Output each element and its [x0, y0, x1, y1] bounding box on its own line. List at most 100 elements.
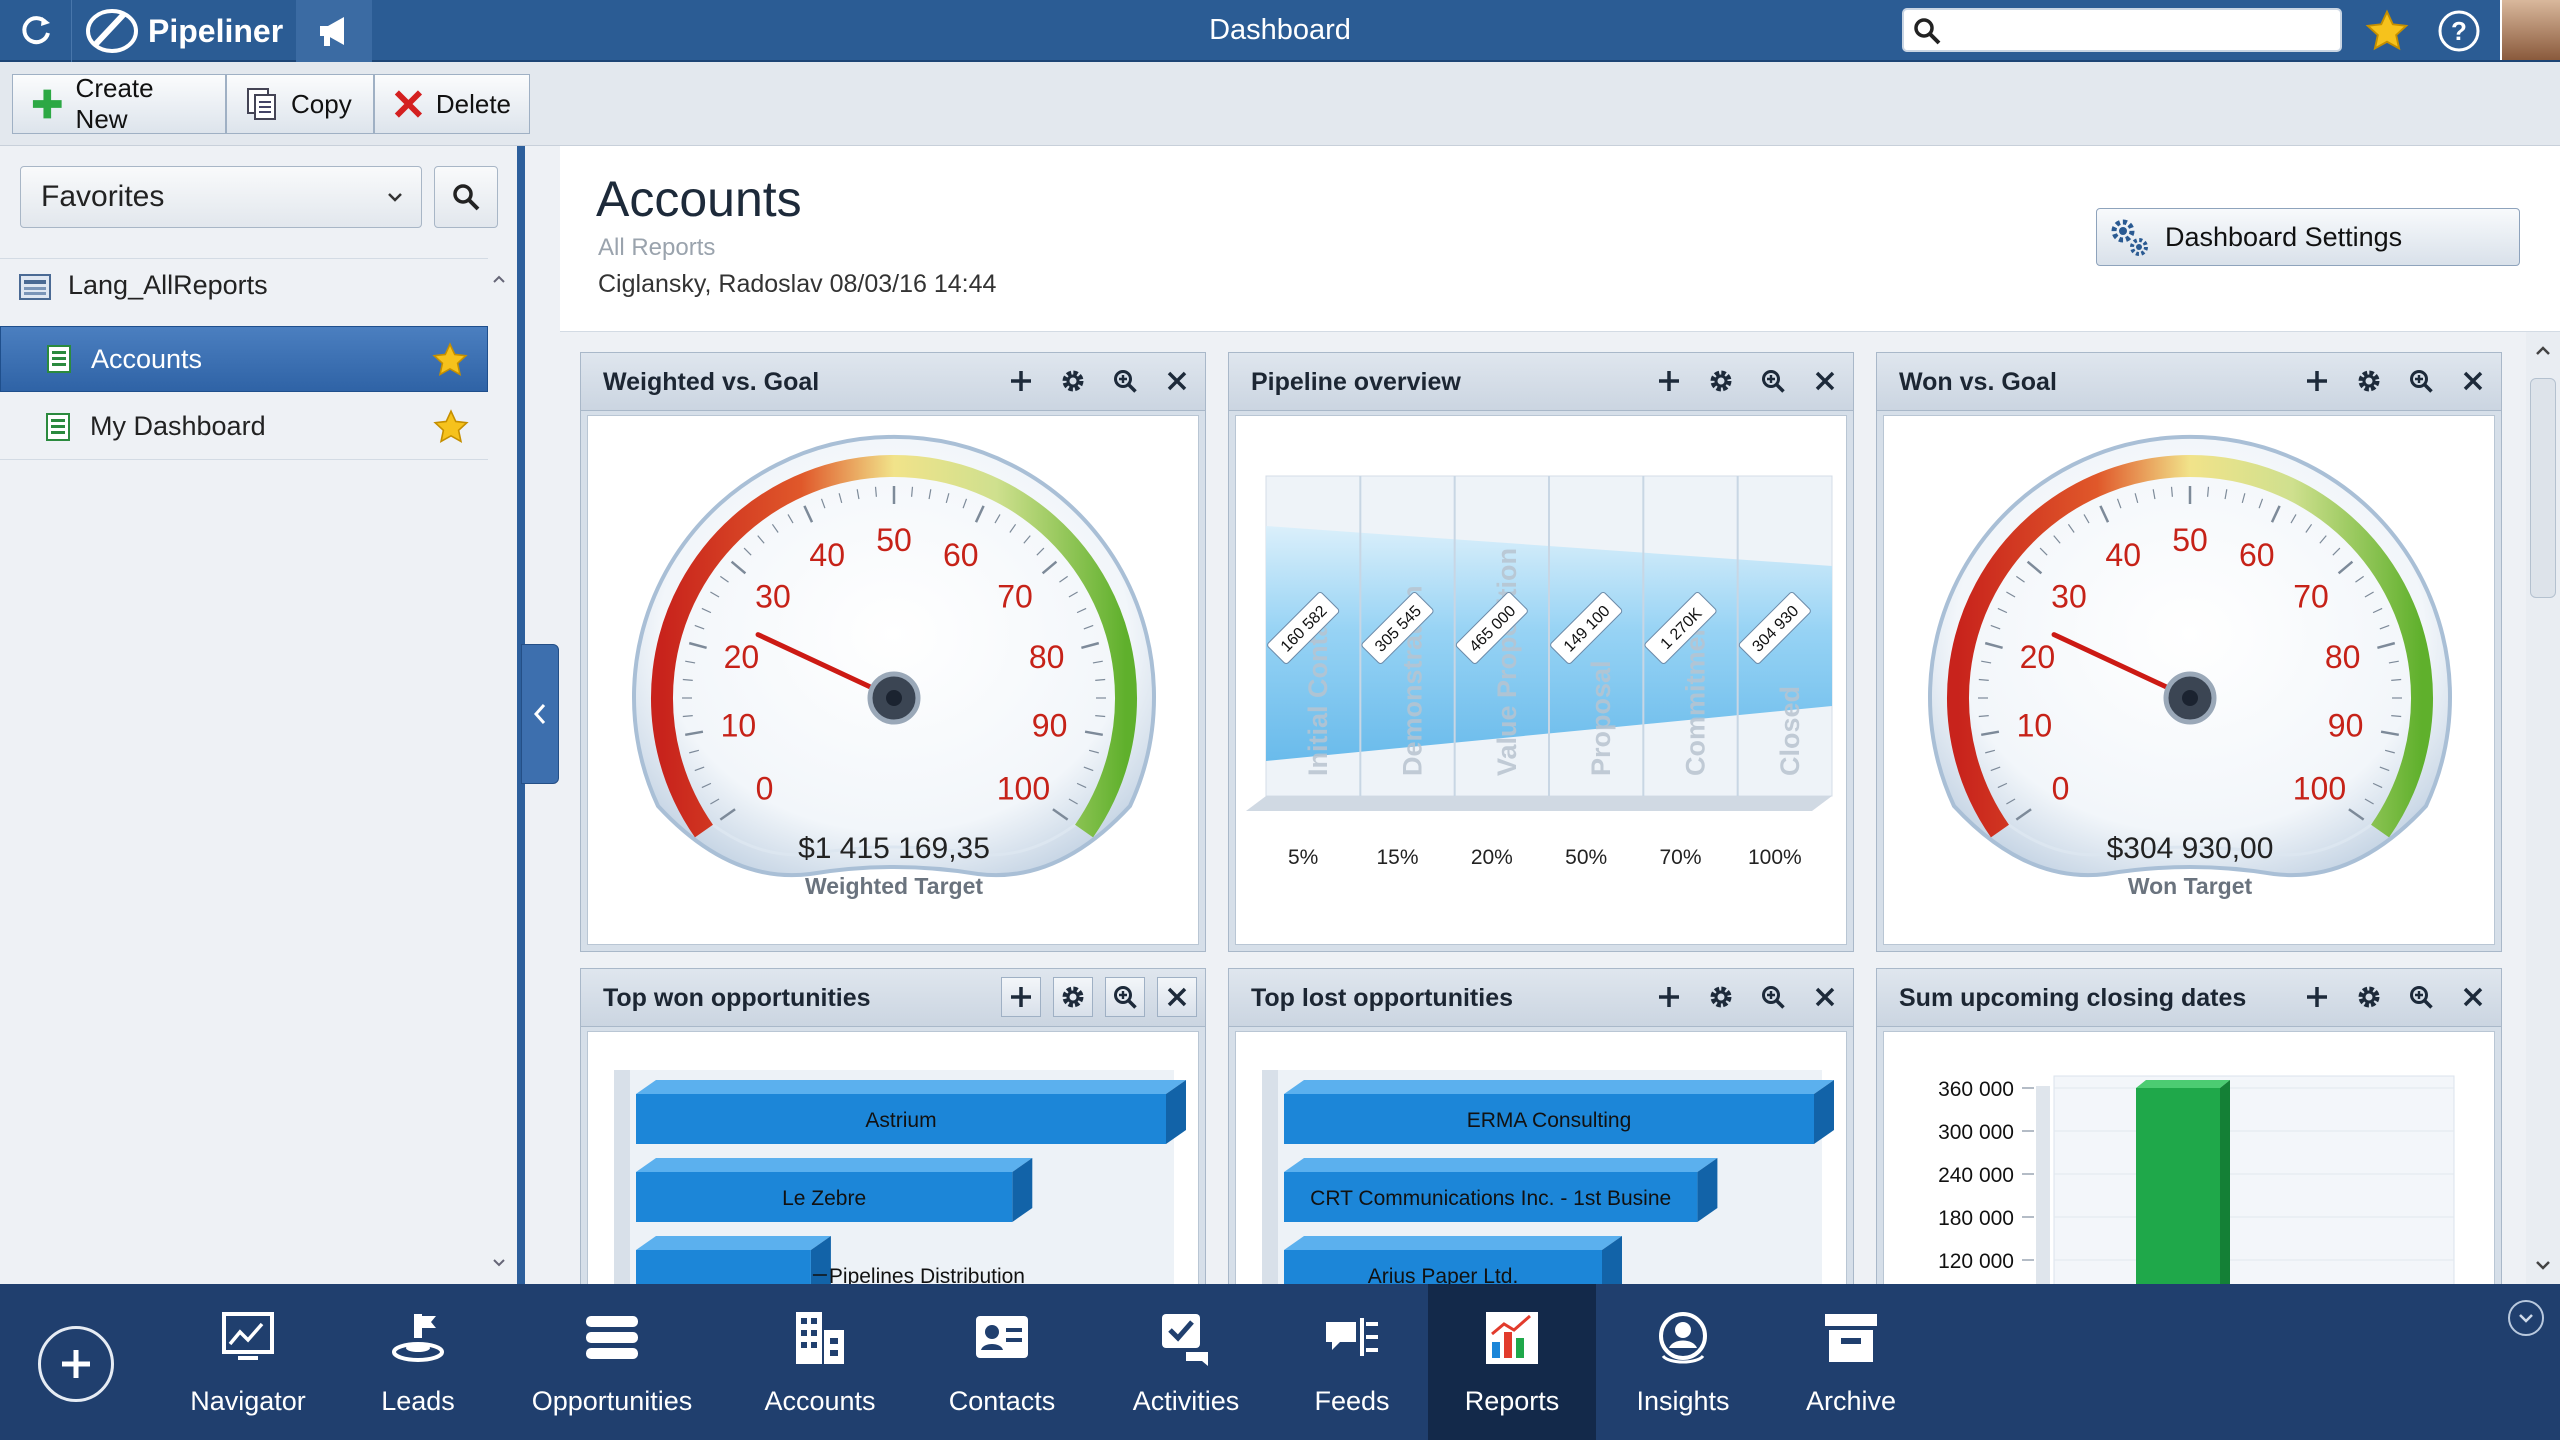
- delete-button[interactable]: Delete: [374, 74, 530, 134]
- create-new-button[interactable]: Create New: [12, 73, 226, 134]
- gauge-tick: [911, 486, 914, 497]
- gauge-tick: [2332, 547, 2341, 556]
- sidebar: Favorites Lang_AllReports Accounts My Da…: [0, 146, 520, 1284]
- gauge-tick: [1036, 547, 1045, 556]
- report-folder-icon: [19, 273, 51, 300]
- gauge-tick: [743, 547, 752, 556]
- zoom-button[interactable]: [1753, 361, 1793, 401]
- nav-item-leads[interactable]: Leads: [363, 1284, 473, 1440]
- widget-body: 0 10 20 30 40 50 60 70 80 90 100 $304 930,00 Won Tar…: [1883, 415, 2495, 945]
- nav-item-opportunities[interactable]: Opportunities: [507, 1284, 717, 1440]
- sidebar-search-button[interactable]: [434, 166, 498, 228]
- help-button[interactable]: ?: [2436, 8, 2482, 54]
- plus-icon: [32, 89, 62, 119]
- tree-root-folder[interactable]: Lang_AllReports: [0, 258, 488, 312]
- close-button[interactable]: [2453, 977, 2493, 1017]
- collapse-nav-button[interactable]: [2508, 1300, 2544, 1336]
- dashboard-scrollbar[interactable]: [2526, 332, 2560, 1284]
- add-button[interactable]: [2297, 977, 2337, 1017]
- reports-icon: [1486, 1311, 1538, 1364]
- dashboard-settings-button[interactable]: Dashboard Settings: [2096, 208, 2520, 266]
- nav-item-feeds[interactable]: Feeds: [1292, 1284, 1412, 1440]
- settings-button[interactable]: [1701, 361, 1741, 401]
- gauge-tick: [2006, 591, 2016, 598]
- gauge-tick: [2170, 486, 2173, 497]
- gauge-label: 60: [2239, 537, 2275, 573]
- zoom-button[interactable]: [2401, 361, 2441, 401]
- quick-add-button[interactable]: [38, 1326, 114, 1402]
- close-button[interactable]: [1805, 977, 1845, 1017]
- favorites-dropdown[interactable]: Favorites: [20, 166, 422, 228]
- settings-button[interactable]: [1053, 977, 1093, 1017]
- user-avatar[interactable]: [2500, 0, 2560, 60]
- settings-button[interactable]: [1053, 361, 1093, 401]
- search-input[interactable]: [1948, 12, 2332, 48]
- zoom-button[interactable]: [1105, 977, 1145, 1017]
- widget-weighted: Weighted vs. Goal 0 10 20 30 40 50 60 70 80 90 100 $…: [580, 352, 1206, 952]
- gauge-tick: [2388, 660, 2399, 664]
- nav-item-navigator[interactable]: Navigator: [173, 1284, 323, 1440]
- global-search[interactable]: [1902, 8, 2342, 52]
- nav-item-contacts[interactable]: Contacts: [927, 1284, 1077, 1440]
- gauge-tick: [1095, 715, 1106, 718]
- favorites-button[interactable]: [2364, 8, 2410, 54]
- zoom-button[interactable]: [1105, 361, 1145, 401]
- gauge-tick: [2015, 808, 2032, 821]
- nav-item-insights[interactable]: Insights: [1608, 1284, 1758, 1440]
- settings-button[interactable]: [2349, 361, 2389, 401]
- search-icon: [1914, 18, 1941, 45]
- announcements-button[interactable]: [296, 0, 372, 62]
- gauge-tick: [1088, 749, 1099, 754]
- settings-icon: [1062, 370, 1084, 392]
- help-icon: ?: [2438, 10, 2480, 52]
- settings-button[interactable]: [2349, 977, 2389, 1017]
- copy-icon: [247, 88, 276, 120]
- sidebar-item-accounts[interactable]: Accounts: [0, 326, 488, 392]
- delete-icon: [394, 90, 423, 118]
- sidebar-scrollbar[interactable]: [490, 266, 508, 1276]
- gauge-value: $304 930,00: [2107, 832, 2274, 865]
- add-button[interactable]: [1649, 977, 1689, 1017]
- copy-button[interactable]: Copy: [226, 74, 374, 134]
- insights-icon: [1659, 1311, 1707, 1363]
- close-button[interactable]: [1805, 361, 1845, 401]
- collapse-sidebar-button[interactable]: [521, 644, 559, 784]
- svg-text:?: ?: [2451, 16, 2467, 46]
- zoom-button[interactable]: [2401, 977, 2441, 1017]
- gauge-body: [1928, 434, 2452, 878]
- gauge-tick: [730, 560, 747, 575]
- nav-item-archive[interactable]: Archive: [1786, 1284, 1916, 1440]
- add-button[interactable]: [1649, 361, 1689, 401]
- close-button[interactable]: [2453, 361, 2493, 401]
- gauge-tick: [2207, 486, 2210, 497]
- bar-side: [1814, 1080, 1834, 1144]
- sync-button[interactable]: [0, 0, 72, 62]
- scroll-down-icon[interactable]: [2526, 1250, 2560, 1280]
- gauge-tick: [2053, 535, 2061, 544]
- value-tag-box: [1550, 591, 1623, 665]
- add-button[interactable]: [1001, 361, 1041, 401]
- nav-item-activities[interactable]: Activities: [1116, 1284, 1256, 1440]
- gears-icon: [2111, 219, 2148, 256]
- favorite-star-icon[interactable]: [432, 408, 470, 446]
- nav-item-accounts[interactable]: Accounts: [750, 1284, 890, 1440]
- close-button[interactable]: [1157, 361, 1197, 401]
- widget-actions: [1001, 977, 1197, 1017]
- add-button[interactable]: [2297, 361, 2337, 401]
- widget-pipeline: Pipeline overview Initial Contact 160 582 5…: [1228, 352, 1854, 952]
- settings-icon: [2358, 986, 2380, 1008]
- scroll-up-icon[interactable]: [2526, 336, 2560, 366]
- sidebar-item-my-dashboard[interactable]: My Dashboard: [0, 394, 488, 460]
- close-button[interactable]: [1157, 977, 1197, 1017]
- gauge-label: 100: [997, 771, 1050, 807]
- scrollbar-thumb[interactable]: [2530, 378, 2556, 598]
- nav-item-reports[interactable]: Reports: [1428, 1284, 1596, 1440]
- activities-icon: [1162, 1313, 1208, 1366]
- zoom-button[interactable]: [1753, 977, 1793, 1017]
- add-button[interactable]: [1001, 977, 1041, 1017]
- settings-button[interactable]: [1701, 977, 1741, 1017]
- sync-icon: [21, 16, 50, 45]
- value-tag-box: [1644, 591, 1717, 665]
- favorite-star-icon[interactable]: [431, 341, 469, 379]
- close-icon: [1167, 371, 1187, 391]
